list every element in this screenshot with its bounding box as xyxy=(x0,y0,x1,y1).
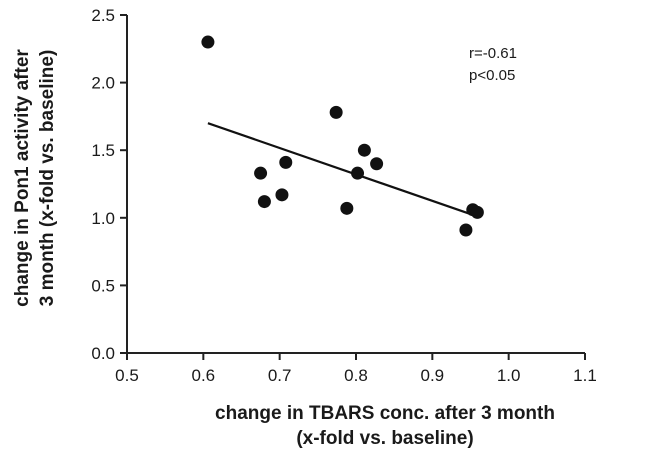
data-point xyxy=(459,223,473,237)
chart-text: r=-0.61 p<0.05 change in TBARS conc. aft… xyxy=(12,45,555,449)
y-tick-label: 0.5 xyxy=(91,276,115,295)
x-tick-label: 0.7 xyxy=(268,366,292,385)
data-point xyxy=(351,166,365,180)
data-point xyxy=(254,166,268,180)
x-axis-title-line-2: (x-fold vs. baseline) xyxy=(296,428,473,449)
axes: 0.5 0.6 0.7 0.8 0.9 1.0 1.10.00.51.01.52.02.5 xyxy=(91,6,596,385)
regression-line xyxy=(207,122,478,218)
data-point xyxy=(357,143,371,157)
data-point xyxy=(279,155,293,169)
x-tick-label: 1.1 xyxy=(573,366,597,385)
data-point xyxy=(340,201,354,215)
x-axis-title-line-1: change in TBARS conc. after 3 month xyxy=(215,403,555,424)
data-point xyxy=(201,35,215,49)
annotation-p-value: p<0.05 xyxy=(469,67,515,84)
data-point xyxy=(470,205,484,219)
y-tick-label: 1.0 xyxy=(91,209,115,228)
y-tick-label: 2.5 xyxy=(91,6,115,25)
data-point xyxy=(329,105,343,119)
y-tick-label: 1.5 xyxy=(91,141,115,160)
x-tick-label: 1.0 xyxy=(497,366,521,385)
x-tick-label: 0.9 xyxy=(421,366,445,385)
y-tick-label: 2.0 xyxy=(91,74,115,93)
x-tick-label: 0.6 xyxy=(192,366,216,385)
data-marks xyxy=(201,35,484,237)
x-tick-label: 0.8 xyxy=(344,366,368,385)
data-point xyxy=(370,157,384,171)
x-tick-label: 0.5 xyxy=(115,366,139,385)
annotation-r-value: r=-0.61 xyxy=(469,45,517,62)
y-tick-label: 0.0 xyxy=(91,344,115,363)
data-point xyxy=(275,188,289,202)
y-axis-title-line-2: 3 month (x-fold vs. baseline) xyxy=(37,50,58,307)
data-point xyxy=(257,195,271,209)
y-axis-title-line-1: change in Pon1 activity after xyxy=(12,49,33,307)
